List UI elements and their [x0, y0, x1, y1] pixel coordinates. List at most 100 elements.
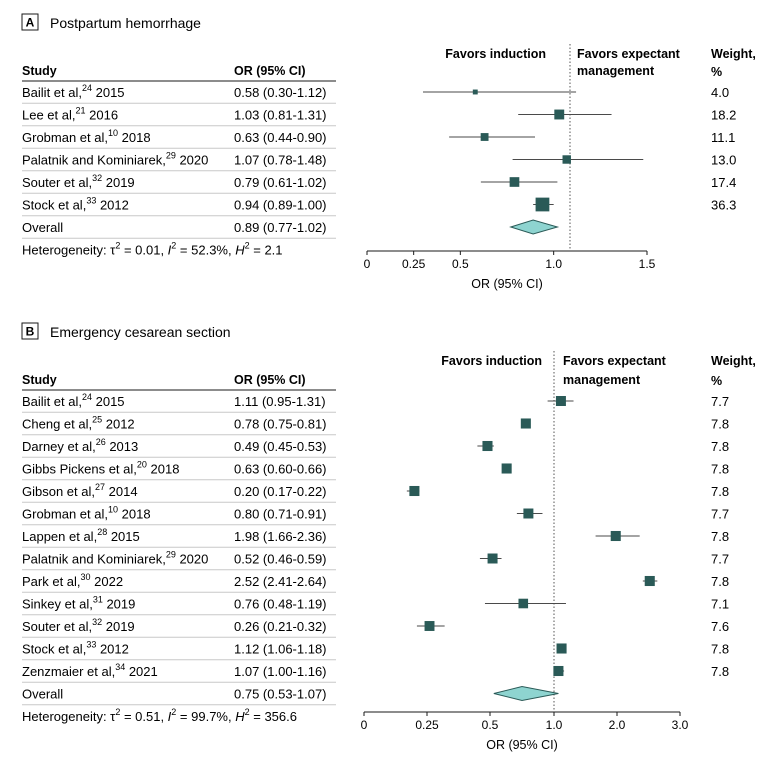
- study-or: 0.52 (0.46-0.59): [234, 552, 327, 567]
- study-name: Grobman et al,10 2018: [22, 128, 151, 145]
- h2-value: = 356.6: [250, 709, 297, 724]
- panel-title: Postpartum hemorrhage: [50, 15, 201, 31]
- study-year: 2018: [118, 130, 151, 145]
- x-axis-label: OR (95% CI): [486, 738, 558, 752]
- study-row: Palatnik and Kominiarek,29 2020 1.07 (0.7…: [22, 151, 736, 172]
- panel-badge: [21, 13, 39, 31]
- x-tick-label: 3.0: [672, 718, 689, 732]
- study-ref: 21: [76, 106, 86, 116]
- study-year: 2018: [147, 462, 180, 477]
- study-or: 0.79 (0.61-1.02): [234, 175, 327, 190]
- overall-diamond: [509, 219, 560, 235]
- study-or: 1.98 (1.66-2.36): [234, 529, 327, 544]
- favors-induction-label: Favors induction: [445, 47, 546, 61]
- study-name: Stock et al,33 2012: [22, 640, 129, 657]
- point-estimate-marker: [610, 530, 621, 542]
- study-row: Lappen et al,28 2015 1.98 (1.66-2.36) 7.8: [22, 527, 729, 548]
- study-or: 0.63 (0.44-0.90): [234, 130, 327, 145]
- study-row: Stock et al,33 2012 0.94 (0.89-1.00) 36.3: [22, 196, 736, 217]
- study-or: 1.11 (0.95-1.31): [234, 394, 326, 409]
- study-year: 2015: [107, 529, 140, 544]
- overall-label: Overall: [22, 220, 63, 235]
- panel-letter: B: [26, 325, 35, 339]
- study-ref: 10: [108, 128, 118, 138]
- study-row: Lee et al,21 2016 1.03 (0.81-1.31) 18.2: [22, 106, 736, 127]
- study-row: Souter et al,32 2019 0.26 (0.21-0.32) 7.6: [22, 617, 729, 638]
- study-ref: 29: [166, 151, 176, 161]
- study-row: Darney et al,26 2013 0.49 (0.45-0.53) 7.8: [22, 437, 729, 458]
- h-squared-sup: 2: [245, 707, 250, 717]
- point-estimate-marker: [482, 440, 493, 452]
- study-weight: 7.8: [711, 439, 729, 454]
- x-tick-label: 1.0: [546, 718, 563, 732]
- study-or: 0.80 (0.71-0.91): [234, 507, 327, 522]
- i2-symbol: I: [168, 709, 172, 724]
- study-or: 0.49 (0.45-0.53): [234, 439, 327, 454]
- study-name: Souter et al,32 2019: [22, 173, 135, 190]
- study-name: Grobman et al,10 2018: [22, 505, 151, 522]
- i-squared-sup: 2: [171, 241, 176, 251]
- or-column-header: OR (95% CI): [234, 64, 306, 78]
- study-or: 0.76 (0.48-1.19): [234, 597, 327, 612]
- point-estimate-marker: [562, 155, 571, 164]
- tau-squared-sup: 2: [115, 707, 120, 717]
- study-weight: 7.8: [711, 574, 729, 589]
- study-weight: 7.8: [711, 462, 729, 477]
- h-squared-sup: 2: [245, 241, 250, 251]
- study-year: 2013: [106, 439, 139, 454]
- study-weight: 11.1: [711, 130, 735, 145]
- study-weight: 7.7: [711, 394, 729, 409]
- study-ref: 32: [92, 173, 102, 183]
- favors-expectant-label: Favors expectant: [563, 354, 667, 368]
- study-ref: 33: [86, 640, 96, 650]
- favors-expectant-label: Favors expectant: [577, 47, 681, 61]
- i2-value: = 52.3%,: [176, 243, 235, 258]
- study-row: Cheng et al,25 2012 0.78 (0.75-0.81) 7.8: [22, 415, 729, 436]
- favors-induction-label: Favors induction: [441, 354, 542, 368]
- study-name: Stock et al,33 2012: [22, 196, 129, 213]
- study-year: 2019: [103, 597, 136, 612]
- study-or: 0.78 (0.75-0.81): [234, 417, 327, 432]
- point-estimate-marker: [553, 665, 564, 677]
- study-year: 2012: [96, 642, 129, 657]
- study-or: 0.20 (0.17-0.22): [234, 484, 327, 499]
- x-tick-label: 0.5: [452, 257, 469, 271]
- study-row: Gibbs Pickens et al,20 2018 0.63 (0.60-0.…: [22, 460, 729, 481]
- overall-row: Overall 0.75 (0.53-1.07): [22, 685, 559, 706]
- point-estimate-marker: [472, 89, 478, 95]
- favors-expectant-label-line2: management: [577, 64, 655, 78]
- weight-header: Weight,: [711, 47, 756, 61]
- x-tick-label: 0.25: [402, 257, 426, 271]
- study-row: Sinkey et al,31 2019 0.76 (0.48-1.19) 7.1: [22, 595, 729, 616]
- study-name: Lappen et al,28 2015: [22, 527, 140, 544]
- study-name: Palatnik and Kominiarek,29 2020: [22, 151, 208, 168]
- study-weight: 7.7: [711, 507, 729, 522]
- study-ref: 33: [86, 196, 96, 206]
- x-tick-label: 0.5: [482, 718, 499, 732]
- study-ref: 26: [96, 437, 106, 447]
- point-estimate-marker: [523, 508, 534, 519]
- study-name: Park et al,30 2022: [22, 572, 123, 589]
- tau-squared-sup: 2: [115, 241, 120, 251]
- study-ref: 27: [95, 482, 105, 492]
- point-estimate-marker: [554, 109, 565, 120]
- point-estimate-marker: [555, 396, 566, 406]
- overall-diamond: [493, 685, 559, 702]
- study-weight: 13.0: [711, 153, 736, 168]
- heterogeneity-stats: Heterogeneity: τ2 = 0.01, I2 = 52.3%, H2…: [22, 241, 283, 258]
- overall-row: Overall 0.89 (0.77-1.02): [22, 219, 560, 239]
- study-row: Souter et al,32 2019 0.79 (0.61-1.02) 17.4: [22, 173, 736, 194]
- or-column-header: OR (95% CI): [234, 373, 306, 387]
- study-name: Bailit et al,24 2015: [22, 392, 125, 409]
- i-squared-sup: 2: [171, 707, 176, 717]
- study-year: 2022: [91, 574, 124, 589]
- study-row: Stock et al,33 2012 1.12 (1.06-1.18) 7.8: [22, 640, 729, 661]
- study-weight: 7.8: [711, 484, 729, 499]
- study-ref: 34: [115, 662, 125, 672]
- study-name: Souter et al,32 2019: [22, 617, 135, 634]
- study-name: Gibson et al,27 2014: [22, 482, 138, 499]
- study-weight: 17.4: [711, 175, 736, 190]
- study-ref: 25: [92, 415, 102, 425]
- study-name: Gibbs Pickens et al,20 2018: [22, 460, 179, 477]
- weight-header: Weight,: [711, 354, 756, 368]
